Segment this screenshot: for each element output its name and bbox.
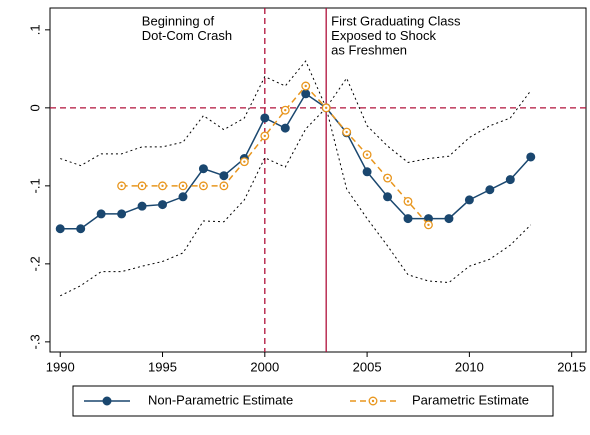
marker xyxy=(55,224,65,234)
marker xyxy=(219,181,229,191)
marker-dot xyxy=(263,134,267,138)
legend-box xyxy=(72,385,554,417)
marker-dot xyxy=(427,223,430,227)
x-tick-label: 2010 xyxy=(455,359,484,374)
annotation: Beginning of xyxy=(142,13,215,28)
marker xyxy=(485,185,495,195)
marker xyxy=(383,173,393,183)
legend: Non-Parametric Estimate Parametric Estima… xyxy=(72,385,554,417)
marker xyxy=(76,224,86,234)
legend-label: Non-Parametric Estimate xyxy=(148,392,293,407)
marker xyxy=(158,200,168,210)
y-tick-label: .1 xyxy=(27,24,42,35)
marker xyxy=(505,175,515,185)
marker xyxy=(280,123,290,133)
marker-dot xyxy=(406,200,410,203)
marker-dot xyxy=(304,84,307,88)
annotation: as Freshmen xyxy=(331,42,407,57)
y-tick-label: 0 xyxy=(27,104,42,111)
series-line xyxy=(121,84,430,226)
marker-dot xyxy=(120,184,123,188)
marker xyxy=(219,171,229,181)
marker xyxy=(239,157,249,167)
x-tick-label: 2015 xyxy=(557,359,586,374)
marker-dot xyxy=(202,184,205,188)
marker xyxy=(102,396,112,406)
y-tick-label: -.3 xyxy=(27,334,42,349)
marker xyxy=(362,167,372,177)
x-tick-label: 2005 xyxy=(353,359,382,374)
marker xyxy=(383,192,393,202)
marker xyxy=(321,103,331,113)
marker-dot xyxy=(140,184,144,188)
marker-dot xyxy=(345,130,348,134)
annotation: Exposed to Shock xyxy=(331,28,436,43)
marker-dot xyxy=(181,184,185,188)
marker xyxy=(117,181,127,191)
marker xyxy=(137,201,147,211)
series-line xyxy=(60,106,532,297)
marker-dot xyxy=(243,160,246,163)
marker xyxy=(117,209,127,219)
marker xyxy=(178,192,188,202)
marker-dot xyxy=(324,106,328,110)
marker xyxy=(362,150,372,160)
marker xyxy=(137,181,147,191)
marker xyxy=(526,152,536,162)
marker xyxy=(301,81,311,91)
marker xyxy=(280,105,290,115)
marker xyxy=(198,181,208,191)
marker-dot xyxy=(284,108,287,112)
x-tick-label: 1995 xyxy=(148,359,177,374)
y-tick-label: -.2 xyxy=(27,256,42,271)
marker xyxy=(96,209,106,219)
legend-label: Parametric Estimate xyxy=(412,392,529,407)
y-tick-label: -.1 xyxy=(27,178,42,193)
marker xyxy=(342,127,352,137)
marker xyxy=(368,396,378,406)
marker-dot xyxy=(365,153,369,156)
marker-dot xyxy=(222,184,226,188)
marker xyxy=(403,214,413,224)
marker xyxy=(260,131,270,141)
marker xyxy=(158,181,167,191)
annotation: Dot-Com Crash xyxy=(142,28,232,43)
marker-dot xyxy=(386,176,389,180)
marker xyxy=(301,89,311,99)
x-tick-label: 2000 xyxy=(250,359,279,374)
series-line xyxy=(60,60,532,167)
marker-dot xyxy=(161,184,164,188)
marker xyxy=(424,220,433,230)
marker xyxy=(464,195,474,205)
marker xyxy=(198,164,208,174)
marker xyxy=(403,197,413,206)
marker xyxy=(178,181,188,191)
marker xyxy=(444,214,454,224)
annotation: First Graduating Class xyxy=(331,13,461,28)
x-tick-label: 1990 xyxy=(46,359,75,374)
plot-area xyxy=(49,7,587,353)
marker-dot xyxy=(371,399,375,403)
marker xyxy=(260,113,270,123)
